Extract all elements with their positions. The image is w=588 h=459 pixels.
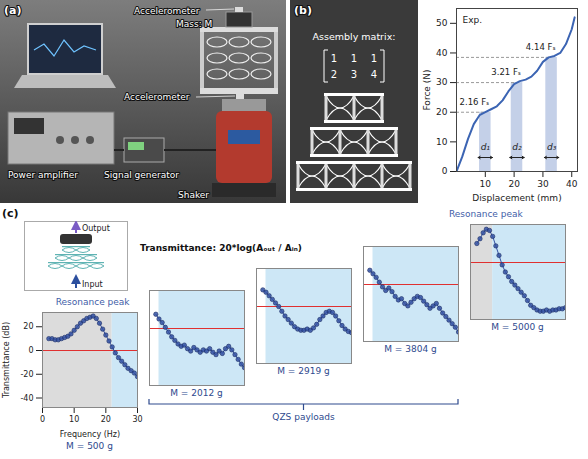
svg-text:Exp.: Exp. — [463, 15, 483, 25]
svg-text:10: 10 — [69, 415, 79, 424]
svg-text:40: 40 — [436, 48, 448, 58]
svg-text:0: 0 — [442, 166, 448, 176]
svg-text:2.16 Fₛ: 2.16 Fₛ — [460, 97, 490, 107]
svg-text:-40: -40 — [20, 394, 33, 403]
svg-text:Frequency (Hz): Frequency (Hz) — [60, 430, 120, 439]
svg-text:Transmittance (dB): Transmittance (dB) — [2, 322, 11, 399]
svg-text:4: 4 — [371, 69, 377, 80]
svg-text:10: 10 — [480, 179, 492, 189]
svg-text:20: 20 — [23, 322, 33, 331]
html-text:Resonance peak: Resonance peak — [55, 297, 130, 307]
svg-text:Output: Output — [82, 224, 110, 233]
svg-text:30: 30 — [132, 415, 142, 424]
svg-text:Shaker: Shaker — [178, 190, 209, 200]
svg-text:4.14 Fₛ: 4.14 Fₛ — [526, 42, 556, 52]
svg-text:Input: Input — [82, 280, 103, 289]
svg-text:1: 1 — [331, 53, 337, 64]
html-text:Transmittance: 20*log(Aₒᵤₜ / A: Transmittance: 20*log(Aₒᵤₜ / Aᵢₙ) — [140, 243, 302, 253]
svg-text:Signal generator: Signal generator — [104, 170, 179, 180]
svg-text:1: 1 — [371, 53, 377, 64]
svg-text:Force (N): Force (N) — [422, 70, 432, 111]
svg-text:0: 0 — [40, 415, 45, 424]
svg-text:Accelerometer: Accelerometer — [134, 6, 200, 16]
svg-text:(b): (b) — [294, 4, 312, 17]
html-text:Resonance peak: Resonance peak — [448, 209, 523, 219]
svg-text:3: 3 — [351, 69, 357, 80]
html-text:M = 2919 g: M = 2919 g — [277, 366, 330, 376]
svg-text:0: 0 — [28, 346, 33, 355]
svg-text:30: 30 — [436, 77, 448, 87]
svg-text:1: 1 — [351, 53, 357, 64]
html-text:QZS payloads: QZS payloads — [272, 412, 335, 422]
svg-text:20: 20 — [436, 107, 448, 117]
svg-text:20: 20 — [101, 415, 111, 424]
html-text:M = 2012 g: M = 2012 g — [170, 388, 223, 398]
svg-text:Accelerometer: Accelerometer — [124, 92, 190, 102]
svg-text:d₃: d₃ — [547, 142, 557, 152]
svg-text:d₁: d₁ — [481, 142, 491, 152]
html-text:M = 5000 g: M = 5000 g — [491, 322, 544, 332]
svg-text:d₂: d₂ — [512, 142, 522, 152]
svg-text:2: 2 — [331, 69, 337, 80]
svg-text:40: 40 — [566, 179, 578, 189]
svg-text:Mass: M: Mass: M — [176, 19, 212, 29]
svg-text:-20: -20 — [20, 370, 33, 379]
html-text:M = 500 g: M = 500 g — [66, 441, 113, 451]
svg-text:10: 10 — [436, 137, 448, 147]
html-text:(c): (c) — [2, 207, 19, 220]
svg-text:3.21 Fₛ: 3.21 Fₛ — [491, 67, 521, 77]
svg-text:(a): (a) — [4, 4, 21, 17]
svg-text:Power amplifier: Power amplifier — [8, 170, 78, 180]
svg-text:Assembly matrix:: Assembly matrix: — [313, 31, 396, 42]
html-text:M = 3804 g: M = 3804 g — [384, 344, 437, 354]
svg-text:20: 20 — [508, 179, 520, 189]
svg-text:50: 50 — [436, 18, 448, 28]
svg-text:30: 30 — [537, 179, 549, 189]
svg-text:Displacement (mm): Displacement (mm) — [472, 193, 561, 203]
